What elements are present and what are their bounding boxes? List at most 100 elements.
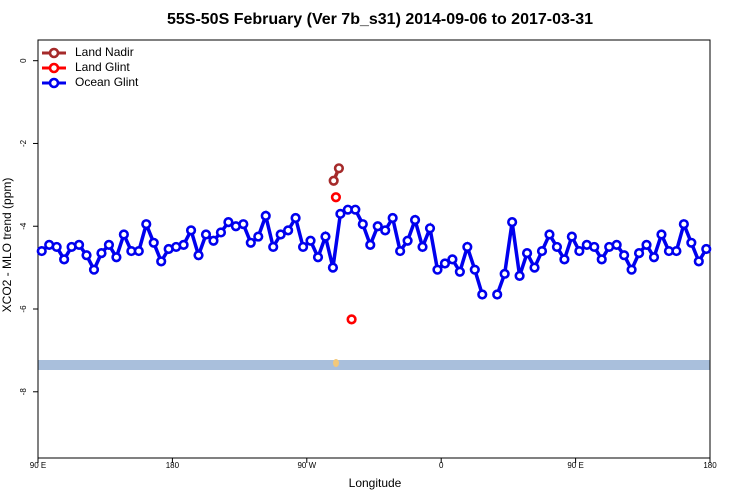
map-strip [38, 360, 710, 370]
point [626, 264, 637, 275]
point [641, 239, 652, 250]
point [103, 239, 115, 250]
point [402, 235, 413, 246]
point [574, 245, 585, 257]
point [111, 252, 122, 263]
point [81, 250, 92, 261]
x-axis-label: Longitude [349, 476, 402, 490]
y-tick-label: -4 [19, 222, 28, 230]
y-tick-label: -8 [19, 388, 28, 396]
point [156, 256, 167, 267]
legend-marker [48, 47, 60, 59]
point [328, 175, 339, 186]
legend-label: Land Nadir [75, 45, 134, 59]
point [357, 219, 368, 230]
point [611, 239, 622, 250]
point [185, 225, 197, 236]
legend-marker [48, 77, 60, 89]
legend-label: Land Glint [75, 60, 130, 74]
point [536, 245, 548, 257]
point [648, 252, 660, 263]
point [59, 254, 70, 265]
x-tick-label: 90 E [567, 461, 583, 470]
point [320, 231, 331, 242]
x-tick-label: 180 [703, 461, 717, 470]
point [454, 266, 465, 277]
point [596, 254, 607, 265]
point [297, 241, 309, 253]
point [200, 229, 212, 240]
point [51, 241, 62, 253]
x-tick-label: 180 [166, 461, 180, 470]
point [521, 248, 533, 259]
point [335, 208, 346, 219]
point [275, 229, 286, 240]
point [118, 229, 129, 240]
point [701, 243, 712, 255]
point [193, 250, 204, 261]
point [387, 212, 398, 224]
point [96, 248, 107, 259]
point [566, 231, 577, 242]
point [507, 216, 518, 228]
point [559, 254, 570, 265]
point [223, 216, 234, 228]
point [215, 227, 227, 238]
point [462, 241, 473, 253]
point [671, 245, 682, 257]
y-axis-label: XCO2 - MLO trend (ppm) [0, 178, 14, 313]
point [477, 289, 488, 300]
point [633, 248, 645, 259]
legend-label: Ocean Glint [75, 75, 139, 89]
y-tick-label: 0 [19, 58, 28, 63]
point [208, 235, 219, 246]
point [283, 225, 294, 236]
legend-marker [48, 62, 60, 74]
point [73, 239, 85, 250]
point [551, 241, 563, 253]
point [469, 264, 480, 275]
point [619, 250, 630, 261]
point [589, 241, 600, 253]
point [365, 239, 376, 250]
point [238, 219, 249, 230]
x-tick-label: 90 W [297, 461, 316, 470]
point [346, 314, 357, 325]
point [432, 264, 443, 275]
chart-title: 55S-50S February (Ver 7b_s31) 2014-09-06… [167, 11, 593, 28]
point [492, 289, 503, 300]
point [260, 210, 271, 221]
point [133, 245, 144, 257]
point [544, 229, 555, 240]
point [417, 241, 428, 253]
point [245, 237, 256, 248]
point [312, 252, 324, 263]
point [327, 262, 339, 273]
point [424, 223, 436, 234]
point [268, 241, 279, 253]
point [439, 258, 451, 269]
point [330, 192, 342, 203]
point [656, 229, 667, 240]
point [678, 219, 689, 230]
point [253, 231, 264, 242]
point [380, 225, 391, 236]
map-blob [333, 359, 339, 367]
point [305, 235, 316, 246]
point [409, 214, 421, 226]
point [499, 268, 510, 279]
point [148, 237, 159, 248]
y-tick-label: -2 [19, 139, 28, 147]
x-tick-label: 0 [439, 461, 444, 470]
point [290, 212, 301, 224]
point [686, 237, 697, 248]
point [350, 204, 361, 215]
point [395, 245, 406, 257]
point [36, 245, 47, 257]
y-tick-label: -6 [19, 305, 28, 313]
point [88, 264, 100, 275]
point [178, 239, 189, 250]
x-tick-label: 90 E [30, 461, 46, 470]
point [529, 262, 540, 273]
